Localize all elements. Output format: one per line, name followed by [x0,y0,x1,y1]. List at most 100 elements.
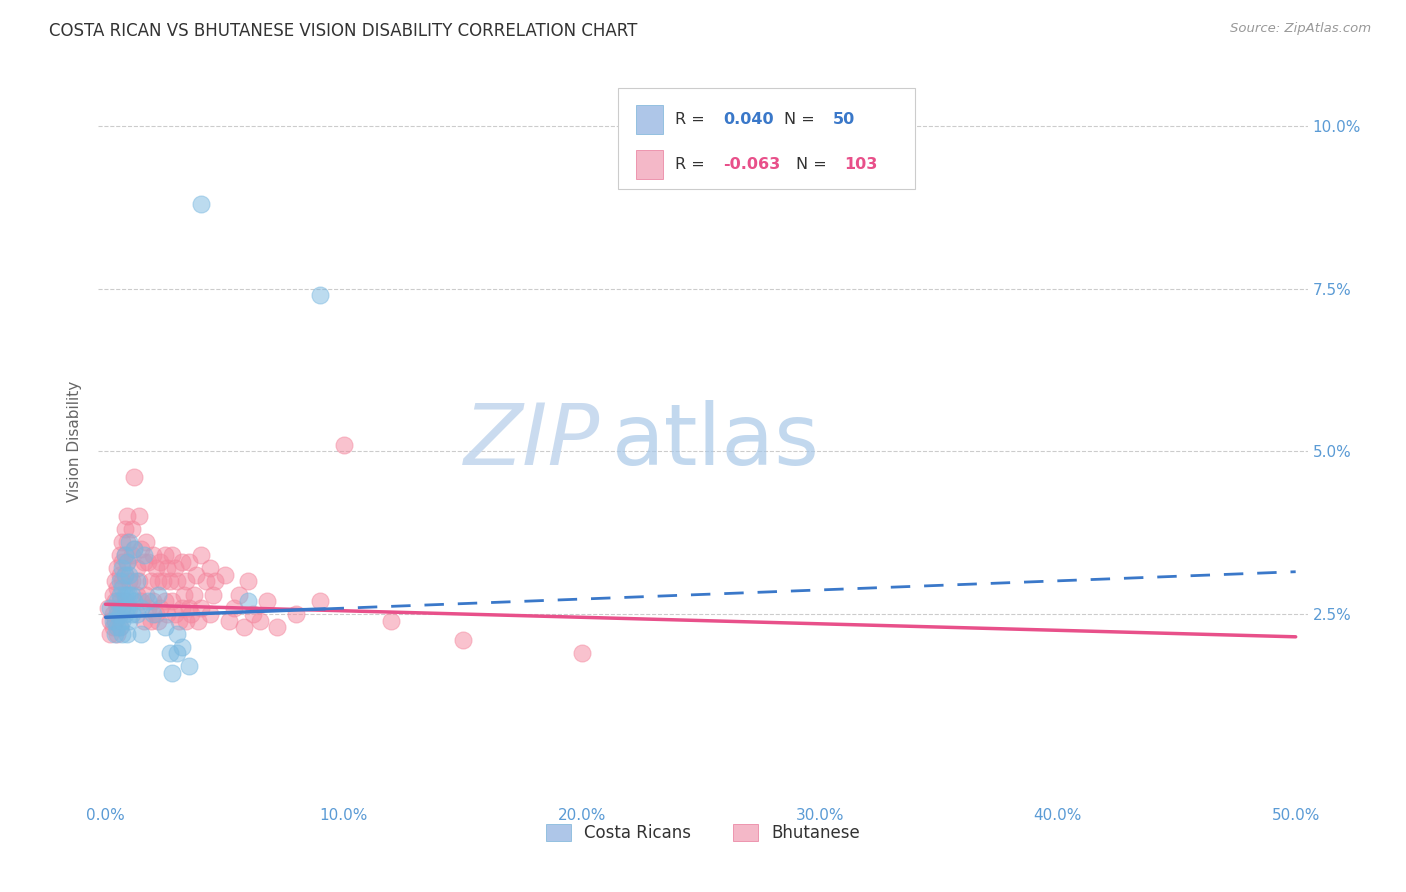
Point [238,594,260,608]
Point [111,626,134,640]
Point [200,607,222,621]
Point [238,574,260,589]
Point [176,614,198,628]
Point [135,535,157,549]
Point [107,626,129,640]
Text: R =: R = [675,157,710,172]
Point [184,568,207,582]
Point [115,555,138,569]
Point [156,607,179,621]
Point [249,614,271,628]
Point [107,620,129,634]
Point [228,587,250,601]
Point [107,581,129,595]
Point [108,568,131,582]
Point [115,555,138,569]
Point [108,607,131,621]
Point [122,541,145,556]
Point [139,614,162,628]
Text: R =: R = [675,112,710,127]
Point [104,594,127,608]
Point [156,561,179,575]
Point [190,549,212,563]
Point [122,470,145,484]
Point [118,568,141,582]
Text: atlas: atlas [613,400,820,483]
Point [177,555,200,569]
Point [153,549,176,563]
Point [149,555,172,569]
Text: 50: 50 [832,112,855,127]
FancyBboxPatch shape [619,87,915,189]
Point [125,561,148,575]
Point [332,438,354,452]
Point [121,549,143,563]
Point [152,574,174,589]
Point [115,600,138,615]
Point [118,574,141,589]
Point [108,574,131,589]
Point [200,561,222,575]
Text: N =: N = [785,112,820,127]
Point [101,587,124,601]
Point [98,626,121,640]
Point [111,581,134,595]
Point [115,535,138,549]
Point [108,620,131,634]
Point [169,614,191,628]
Point [132,555,155,569]
Point [128,509,150,524]
Point [125,574,148,589]
Bar [637,150,664,178]
Point [180,607,202,621]
Point [108,587,131,601]
Point [190,600,212,615]
Point [115,626,138,640]
Point [163,561,186,575]
Point [145,561,167,575]
Point [153,594,176,608]
Point [138,555,160,569]
Point [121,574,143,589]
Point [160,549,183,563]
Point [571,646,593,660]
Point [135,587,157,601]
Point [108,620,131,634]
Point [107,594,129,608]
Text: 103: 103 [845,157,877,172]
Point [163,607,186,621]
Point [107,600,129,615]
Point [159,646,181,660]
Point [149,600,172,615]
Point [176,574,198,589]
Point [114,587,136,601]
Point [108,594,131,608]
Point [451,633,474,648]
Text: N =: N = [796,157,832,172]
Point [159,574,181,589]
Point [187,614,209,628]
Point [111,614,134,628]
Point [256,594,278,608]
Point [122,541,145,556]
Point [183,587,205,601]
Point [173,587,195,601]
Point [160,594,183,608]
Point [101,614,124,628]
Point [111,574,134,589]
Point [129,594,152,608]
Point [142,549,165,563]
Point [114,523,136,537]
Point [118,535,141,549]
Text: 0.040: 0.040 [724,112,775,127]
Point [108,549,131,563]
Point [107,561,129,575]
Point [125,607,148,621]
Point [114,549,136,563]
Text: COSTA RICAN VS BHUTANESE VISION DISABILITY CORRELATION CHART: COSTA RICAN VS BHUTANESE VISION DISABILI… [49,22,637,40]
Point [160,665,183,680]
Point [166,626,188,640]
Point [145,607,167,621]
Legend: Costa Ricans, Bhutanese: Costa Ricans, Bhutanese [540,817,866,848]
Point [111,555,134,569]
